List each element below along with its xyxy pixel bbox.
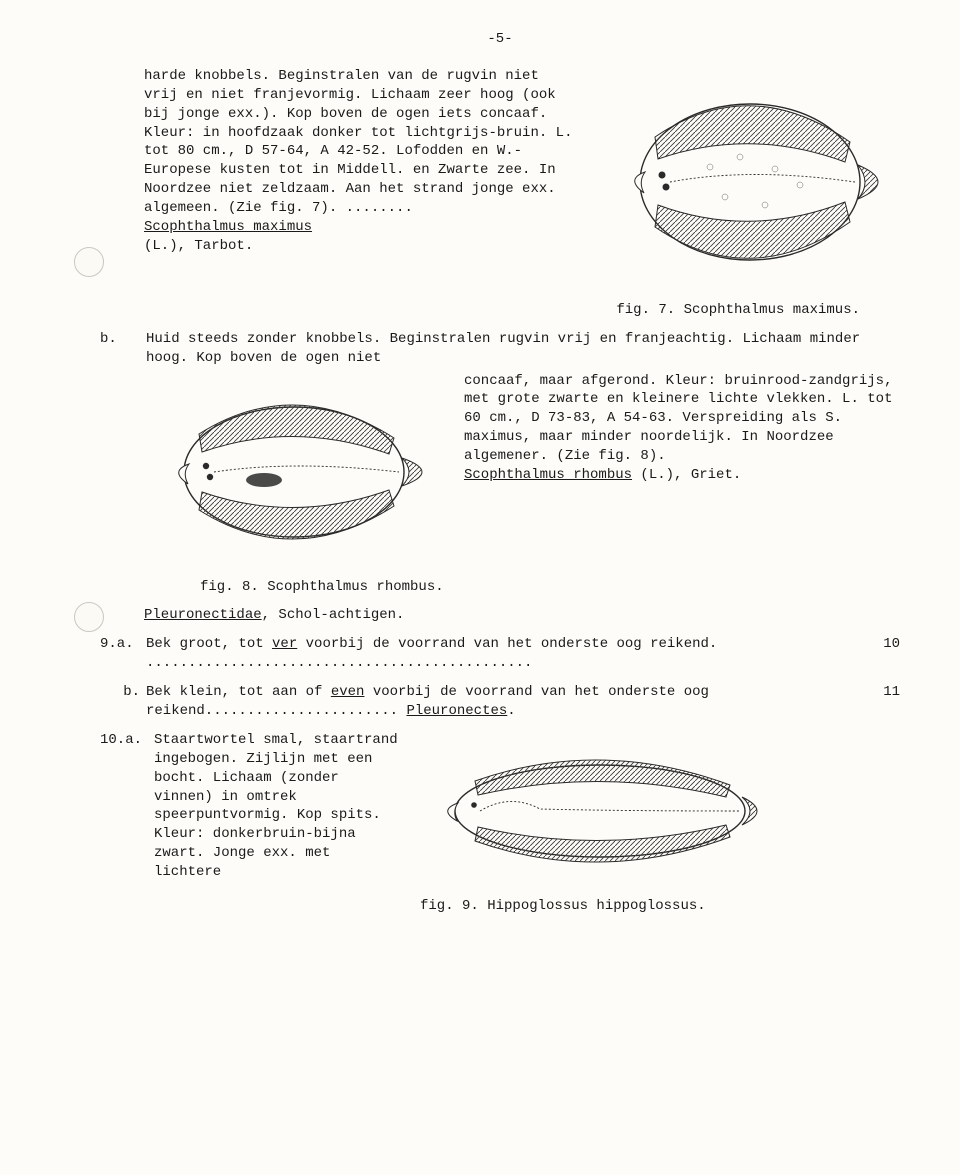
key-10a: 10.a. Staartwortel smal, staartrand inge… bbox=[100, 731, 900, 916]
figure-7 bbox=[600, 67, 900, 297]
key-9b-ref: 11 bbox=[872, 683, 900, 702]
page-number: -5- bbox=[100, 30, 900, 49]
key-9a: 9.a. Bek groot, tot ver voorbij de voorr… bbox=[100, 635, 900, 673]
fig7-caption: fig. 7. Scophthalmus maximus. bbox=[144, 301, 860, 320]
entry-b-lead: Huid steeds zonder knobbels. Beginstrale… bbox=[146, 330, 900, 368]
key-9a-u: ver bbox=[272, 636, 297, 652]
key-9b-tail: . bbox=[507, 703, 515, 719]
entry-b-text: concaaf, maar afgerond. Kleur: bruinrood… bbox=[464, 372, 900, 485]
family-heading: Pleuronectidae, Schol-achtigen. bbox=[144, 606, 900, 625]
entry-b-body: concaaf, maar afgerond. Kleur: bruinrood… bbox=[464, 373, 892, 465]
entry-b: b. Huid steeds zonder knobbels. Beginstr… bbox=[100, 330, 900, 597]
fish-fig9-icon bbox=[420, 731, 780, 891]
species-maximus: Scophthalmus maximus bbox=[144, 219, 312, 235]
entry-a-text: harde knobbels. Beginstralen van de rugv… bbox=[144, 67, 580, 256]
entry-a-body: harde knobbels. Beginstralen van de rugv… bbox=[144, 68, 572, 216]
key-9b-pre: Bek klein, tot aan of bbox=[146, 684, 331, 700]
key-9a-ref: 10 bbox=[872, 635, 900, 654]
fig8-caption: fig. 8. Scophthalmus rhombus. bbox=[200, 578, 900, 597]
family-tail: , Schol-achtigen. bbox=[262, 607, 405, 623]
key-10a-label: 10.a. bbox=[100, 731, 148, 750]
species-rhombus-tail: (L.), Griet. bbox=[632, 467, 741, 483]
entry-b-label: b. bbox=[100, 330, 140, 349]
figure-8 bbox=[144, 372, 444, 572]
key-9b: b. Bek klein, tot aan of even voorbij de… bbox=[100, 683, 900, 721]
figure-9: fig. 9. Hippoglossus hippoglossus. bbox=[420, 731, 780, 916]
key-9a-pre: Bek groot, tot bbox=[146, 636, 272, 652]
key-9b-label: b. bbox=[100, 683, 140, 702]
key-9b-genus: Pleuronectes bbox=[406, 703, 507, 719]
key-9b-u: even bbox=[331, 684, 365, 700]
entry-a: harde knobbels. Beginstralen van de rugv… bbox=[144, 67, 900, 320]
key-10a-text: Staartwortel smal, staartrand ingebogen.… bbox=[154, 731, 400, 882]
species-maximus-tail: (L.), Tarbot. bbox=[144, 238, 253, 254]
fig9-caption: fig. 9. Hippoglossus hippoglossus. bbox=[420, 897, 780, 916]
fish-fig8-icon bbox=[144, 372, 444, 572]
fish-fig7-icon bbox=[600, 67, 900, 297]
key-9a-label: 9.a. bbox=[100, 635, 140, 654]
family-name: Pleuronectidae bbox=[144, 607, 262, 623]
species-rhombus: Scophthalmus rhombus bbox=[464, 467, 632, 483]
